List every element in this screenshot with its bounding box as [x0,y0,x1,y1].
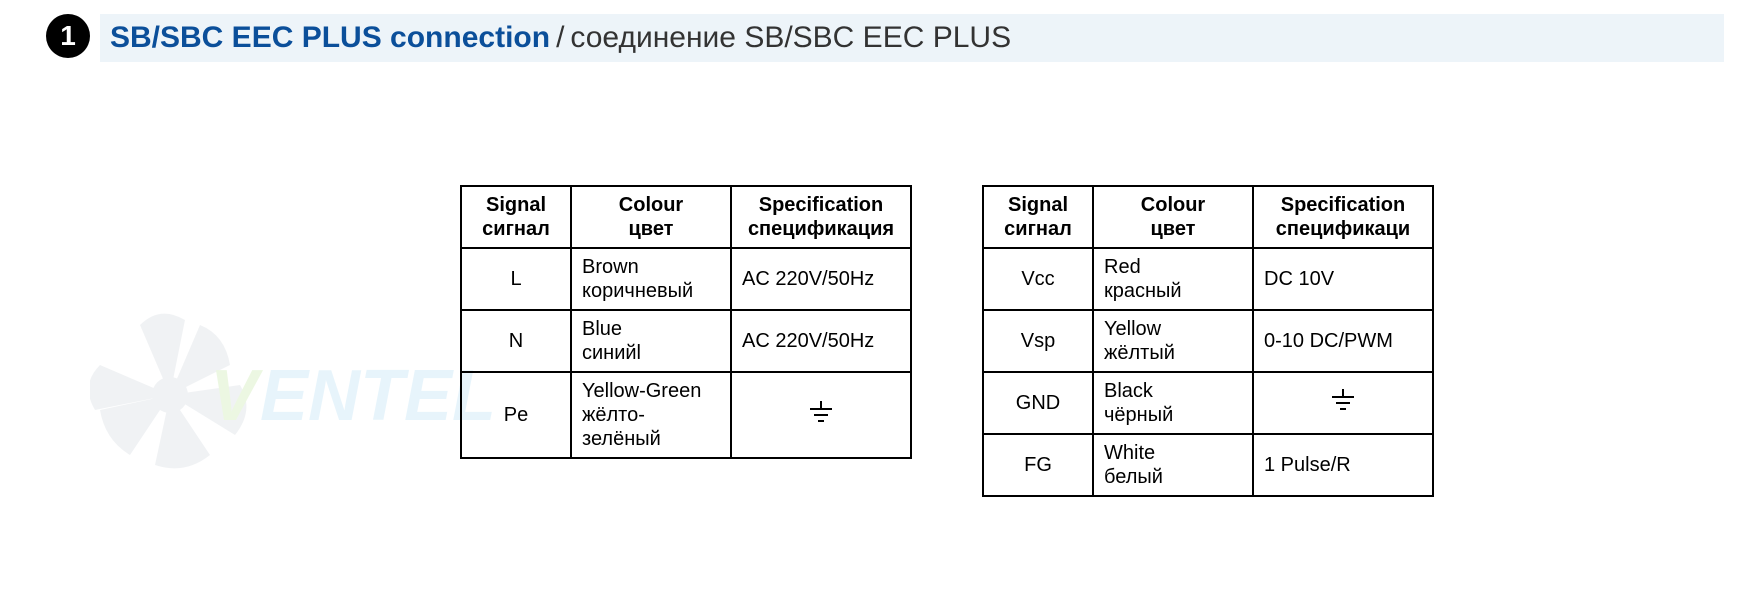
ground-symbol-cell [731,372,911,458]
power-connection-table: Signal сигнал Colour цвет Specification … [460,185,912,459]
table-row: VccRedкрасныйDC 10V [983,248,1433,310]
table-header-spec: Specification спецификация [731,186,911,248]
table-header-colour: Colour цвет [571,186,731,248]
section-bullet: 1 [46,14,90,58]
table-row: GNDBlackчёрный [983,372,1433,434]
header-signal-en: Signal [1008,194,1068,216]
signal-cell: L [461,248,571,310]
table-header-signal: Signal сигнал [983,186,1093,248]
header-colour-ru: цвет [1104,217,1242,241]
colour-cell: Yellow-Greenжёлто-зелёный [571,372,731,458]
svg-text:V: V [210,356,264,436]
control-connection-table: Signal сигнал Colour цвет Specification … [982,185,1434,497]
header-signal-ru: сигнал [472,217,560,241]
table-row: PeYellow-Greenжёлто-зелёный [461,372,911,458]
section-title-ru: соединение SB/SBC EEC PLUS [570,21,1011,55]
header-signal-ru: сигнал [994,217,1082,241]
colour-cell: Blueсинийl [571,310,731,372]
spec-cell: 1 Pulse/R [1253,434,1433,496]
watermark-logo: V ENTEL [90,280,510,510]
table-header-signal: Signal сигнал [461,186,571,248]
colour-cell: Redкрасный [1093,248,1253,310]
signal-cell: GND [983,372,1093,434]
control-table-body: VccRedкрасныйDC 10VVspYellowжёлтый0-10 D… [983,248,1433,496]
signal-cell: Vcc [983,248,1093,310]
header-colour-en: Colour [619,194,683,216]
spec-cell: DC 10V [1253,248,1433,310]
ground-symbol-cell [1253,372,1433,434]
signal-cell: Pe [461,372,571,458]
signal-cell: Vsp [983,310,1093,372]
header-spec-en: Specification [759,194,883,216]
header-spec-en: Specification [1281,194,1405,216]
table-row: NBlueсинийlAC 220V/50Hz [461,310,911,372]
header-spec-ru: спецификация [742,217,900,241]
table-header-spec: Specification спецификаци [1253,186,1433,248]
spec-cell: 0-10 DC/PWM [1253,310,1433,372]
colour-cell: Blackчёрный [1093,372,1253,434]
header-colour-ru: цвет [582,217,720,241]
header-signal-en: Signal [486,194,546,216]
signal-cell: N [461,310,571,372]
spec-cell: AC 220V/50Hz [731,310,911,372]
signal-cell: FG [983,434,1093,496]
header-spec-ru: спецификаци [1264,217,1422,241]
table-row: VspYellowжёлтый0-10 DC/PWM [983,310,1433,372]
tables-container: Signal сигнал Colour цвет Specification … [460,185,1434,497]
section-title-separator: / [556,21,564,55]
header-colour-en: Colour [1141,194,1205,216]
section-title-en: SB/SBC EEC PLUS connection [110,21,550,55]
section-header-bar: SB/SBC EEC PLUS connection / соединение … [100,14,1724,62]
table-row: LBrownкоричневыйAC 220V/50Hz [461,248,911,310]
table-row: FGWhiteбелый1 Pulse/R [983,434,1433,496]
spec-cell: AC 220V/50Hz [731,248,911,310]
colour-cell: Whiteбелый [1093,434,1253,496]
colour-cell: Brownкоричневый [571,248,731,310]
table-header-colour: Colour цвет [1093,186,1253,248]
colour-cell: Yellowжёлтый [1093,310,1253,372]
power-table-body: LBrownкоричневыйAC 220V/50HzNBlueсинийlA… [461,248,911,458]
